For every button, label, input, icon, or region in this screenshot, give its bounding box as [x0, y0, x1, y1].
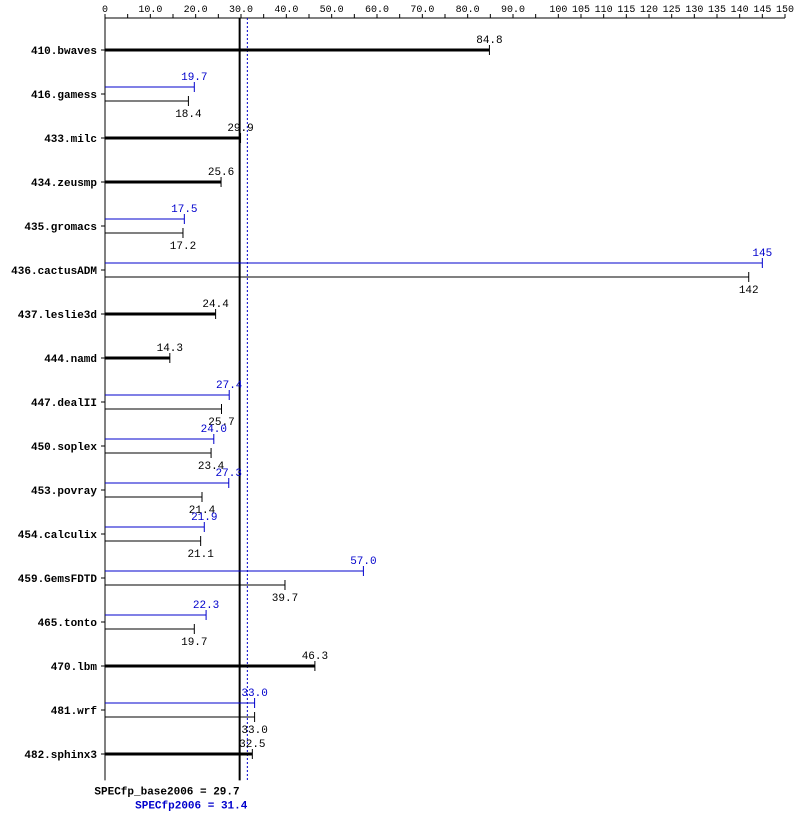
x-tick-label: 110 [595, 5, 613, 16]
base-value: 32.5 [239, 739, 265, 751]
benchmark-chart: 0 10.0 20.0 30.0 40.0 50.0 60.0 70.0 80.0 90.0 100… [0, 0, 799, 831]
base-value: 29.9 [227, 123, 253, 135]
base-value: 18.4 [175, 109, 202, 121]
benchmark-label: 435.gromacs [24, 222, 97, 234]
peak-value: 145 [752, 248, 772, 260]
benchmark-label: 459.GemsFDTD [18, 574, 98, 586]
base-value: 142 [739, 285, 759, 297]
benchmark-label: 437.leslie3d [18, 310, 97, 322]
base-value: 14.3 [157, 343, 183, 355]
benchmark-label: 436.cactusADM [11, 266, 97, 278]
x-tick-label: 100 [549, 5, 567, 16]
base-value: 24.4 [202, 299, 229, 311]
benchmark-label: 434.zeusmp [31, 178, 97, 190]
x-tick-label: 130 [685, 5, 703, 16]
base-value: 33.0 [241, 725, 267, 737]
peak-value: 33.0 [241, 688, 267, 700]
x-tick-label: 10.0 [138, 5, 162, 16]
x-tick-label: 90.0 [501, 5, 525, 16]
benchmark-label: 447.dealII [31, 398, 97, 410]
peak-value: 19.7 [181, 72, 207, 84]
x-tick-label: 0 [102, 5, 108, 16]
base-value: 25.6 [208, 167, 234, 179]
x-tick-label: 70.0 [410, 5, 434, 16]
benchmark-label: 454.calculix [18, 530, 98, 542]
base-value: 84.8 [476, 35, 502, 47]
x-tick-label: 135 [708, 5, 726, 16]
benchmark-label: 465.tonto [38, 618, 98, 630]
peak-value: 17.5 [171, 204, 197, 216]
x-tick-label: 120 [640, 5, 658, 16]
x-tick-label: 150 [776, 5, 794, 16]
peak-value: 22.3 [193, 600, 219, 612]
benchmark-label: 410.bwaves [31, 46, 97, 58]
reference-label: SPECfp2006 = 31.4 [135, 800, 248, 812]
x-tick-label: 40.0 [274, 5, 298, 16]
base-value: 17.2 [170, 241, 196, 253]
benchmark-label: 470.lbm [51, 662, 98, 674]
peak-value: 24.0 [201, 424, 227, 436]
base-value: 39.7 [272, 593, 298, 605]
x-tick-label: 145 [753, 5, 771, 16]
x-tick-label: 30.0 [229, 5, 253, 16]
base-value: 21.1 [187, 549, 214, 561]
reference-label: SPECfp_base2006 = 29.7 [94, 786, 239, 798]
peak-value: 57.0 [350, 556, 376, 568]
x-tick-label: 20.0 [184, 5, 208, 16]
benchmark-label: 416.gamess [31, 90, 97, 102]
x-tick-label: 115 [617, 5, 635, 16]
peak-value: 21.9 [191, 512, 217, 524]
peak-value: 27.3 [216, 468, 242, 480]
benchmark-label: 444.namd [44, 354, 97, 366]
x-tick-label: 80.0 [456, 5, 480, 16]
base-value: 19.7 [181, 637, 207, 649]
benchmark-label: 433.milc [44, 134, 97, 146]
benchmark-label: 482.sphinx3 [24, 750, 97, 762]
x-tick-label: 140 [731, 5, 749, 16]
benchmark-label: 450.soplex [31, 442, 97, 454]
benchmark-label: 481.wrf [51, 706, 98, 718]
x-tick-label: 125 [663, 5, 681, 16]
x-tick-label: 60.0 [365, 5, 389, 16]
base-value: 46.3 [302, 651, 328, 663]
x-tick-label: 50.0 [320, 5, 344, 16]
benchmark-label: 453.povray [31, 486, 97, 498]
x-tick-label: 105 [572, 5, 590, 16]
peak-value: 27.4 [216, 380, 243, 392]
